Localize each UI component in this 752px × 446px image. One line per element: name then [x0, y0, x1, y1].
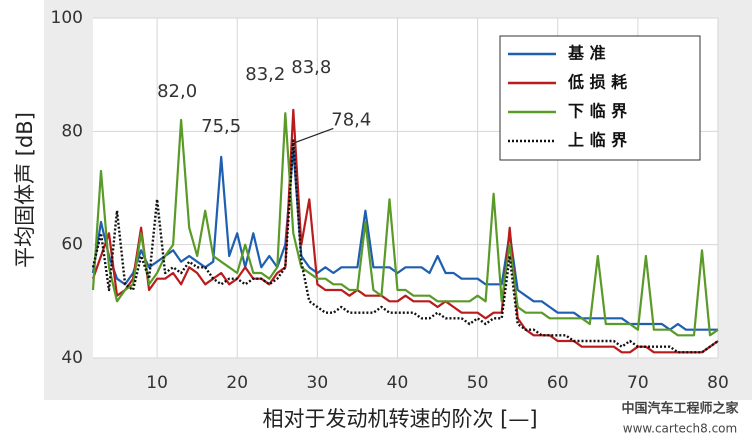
- legend-label: 下 临 界: [568, 102, 627, 121]
- series-line: [91, 108, 719, 354]
- legend-box: [499, 35, 701, 161]
- legend-label: 上 临 界: [568, 131, 627, 150]
- annotation: 82,0: [157, 81, 197, 102]
- series-line: [91, 139, 719, 354]
- plot: [91, 17, 719, 359]
- annotation: 78,4: [331, 109, 371, 130]
- annotation-leader: [295, 127, 334, 143]
- x-tick-label: 80: [707, 373, 729, 393]
- annotation: 83,2: [245, 64, 285, 85]
- annotation: 83,8: [291, 57, 331, 78]
- watermark: 中国汽车工程师之家: [621, 401, 739, 417]
- y-axis-label: 平均固体声 [dB]: [13, 112, 37, 268]
- series-line: [91, 147, 718, 331]
- series-line: [91, 112, 719, 337]
- y-tick-label: 60: [61, 235, 83, 255]
- x-tick-label: 60: [547, 373, 569, 393]
- x-tick-label: 50: [467, 373, 489, 393]
- watermark: www.cartech8.com: [623, 422, 737, 436]
- annotation: 75,5: [201, 116, 241, 137]
- legend-label: 低 损 耗: [567, 73, 627, 92]
- x-tick-label: 30: [307, 373, 329, 393]
- x-axis-label: 相对于发动机转速的阶次 [—]: [262, 407, 537, 431]
- y-tick-label: 100: [51, 8, 83, 28]
- x-tick-label: 10: [146, 373, 168, 393]
- x-tick-label: 20: [226, 373, 248, 393]
- x-tick-label: 40: [387, 373, 409, 393]
- y-tick-label: 80: [61, 121, 83, 141]
- x-tick-label: 70: [627, 373, 649, 393]
- y-tick-label: 40: [61, 348, 83, 368]
- legend-label: 基 准: [567, 44, 606, 63]
